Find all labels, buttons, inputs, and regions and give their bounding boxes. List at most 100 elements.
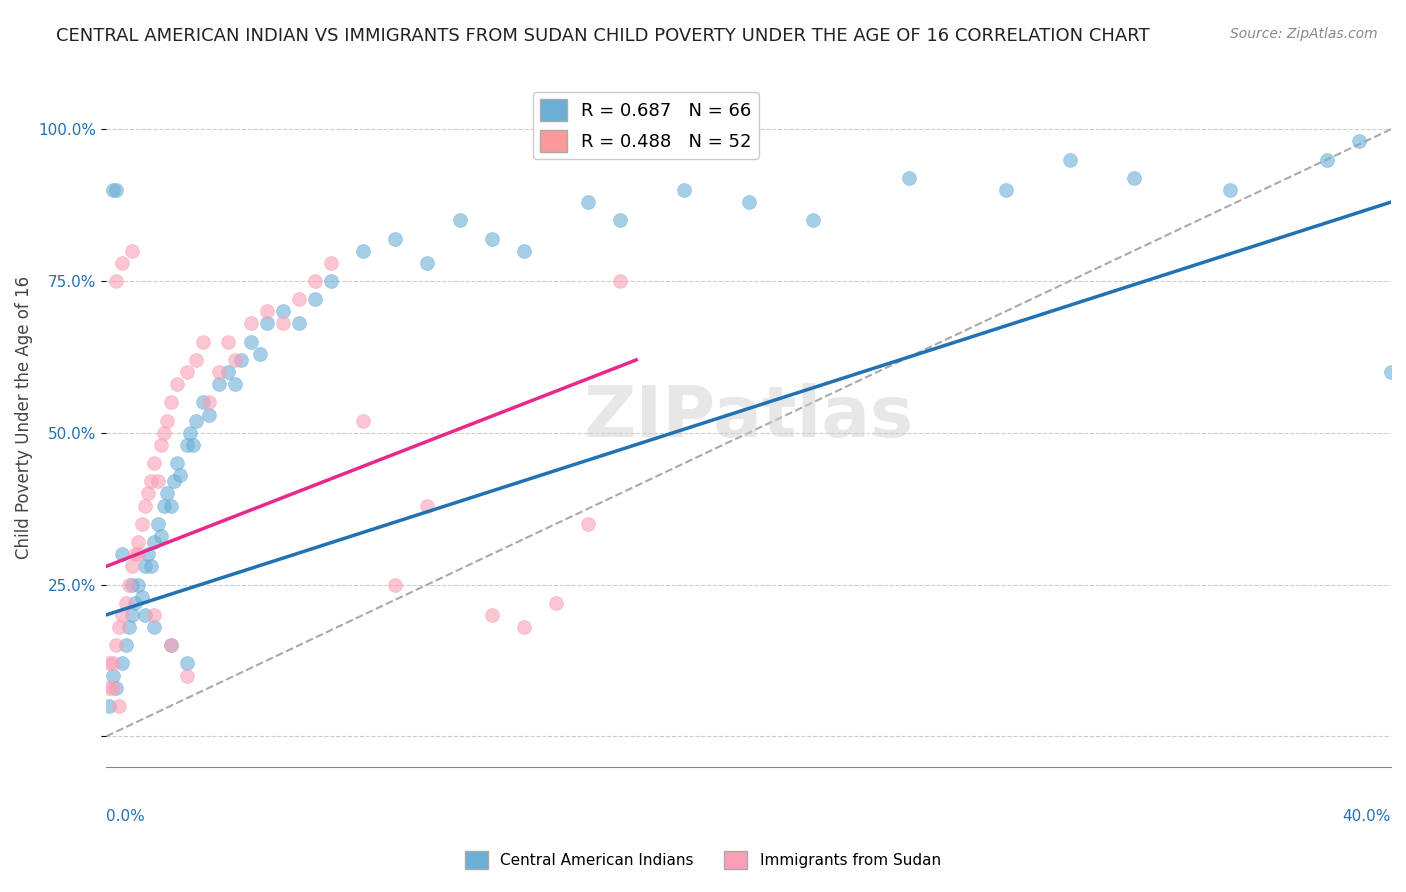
Immigrants from Sudan (217, 334, 239, 349)
Immigrants from Sudan (121, 244, 143, 258)
Central American Indians (271, 304, 294, 318)
Immigrants from Sudan (304, 274, 326, 288)
Central American Indians (198, 408, 221, 422)
Legend: R = 0.687   N = 66, R = 0.488   N = 52: R = 0.687 N = 66, R = 0.488 N = 52 (533, 92, 759, 159)
Central American Indians (134, 607, 156, 622)
Central American Indians (136, 547, 159, 561)
Immigrants from Sudan (176, 365, 198, 379)
Central American Indians (1347, 134, 1369, 148)
Central American Indians (249, 347, 271, 361)
Immigrants from Sudan (108, 698, 131, 713)
Central American Indians (141, 559, 163, 574)
Text: CENTRAL AMERICAN INDIAN VS IMMIGRANTS FROM SUDAN CHILD POVERTY UNDER THE AGE OF : CENTRAL AMERICAN INDIAN VS IMMIGRANTS FR… (56, 27, 1150, 45)
Central American Indians (131, 590, 153, 604)
Central American Indians (1316, 153, 1339, 167)
Immigrants from Sudan (111, 607, 134, 622)
Text: 0.0%: 0.0% (107, 809, 145, 824)
Immigrants from Sudan (186, 353, 208, 368)
Immigrants from Sudan (118, 577, 141, 591)
Central American Indians (319, 274, 342, 288)
Text: 40.0%: 40.0% (1343, 809, 1391, 824)
Immigrants from Sudan (384, 577, 406, 591)
Immigrants from Sudan (576, 516, 599, 531)
Immigrants from Sudan (101, 681, 124, 695)
Legend: Central American Indians, Immigrants from Sudan: Central American Indians, Immigrants fro… (460, 845, 946, 875)
Central American Indians (352, 244, 374, 258)
Immigrants from Sudan (136, 486, 159, 500)
Central American Indians (176, 438, 198, 452)
Immigrants from Sudan (124, 547, 146, 561)
Immigrants from Sudan (143, 607, 166, 622)
Central American Indians (191, 395, 214, 409)
Immigrants from Sudan (149, 438, 172, 452)
Central American Indians (304, 292, 326, 306)
Immigrants from Sudan (609, 274, 631, 288)
Central American Indians (673, 183, 696, 197)
Immigrants from Sudan (544, 596, 567, 610)
Immigrants from Sudan (143, 456, 166, 470)
Central American Indians (609, 213, 631, 227)
Immigrants from Sudan (352, 414, 374, 428)
Central American Indians (153, 499, 176, 513)
Central American Indians (416, 256, 439, 270)
Immigrants from Sudan (141, 475, 163, 489)
Text: Source: ZipAtlas.com: Source: ZipAtlas.com (1230, 27, 1378, 41)
Central American Indians (134, 559, 156, 574)
Immigrants from Sudan (271, 317, 294, 331)
Central American Indians (159, 499, 181, 513)
Central American Indians (513, 244, 536, 258)
Central American Indians (124, 596, 146, 610)
Central American Indians (101, 183, 124, 197)
Central American Indians (169, 468, 191, 483)
Central American Indians (384, 231, 406, 245)
Central American Indians (176, 657, 198, 671)
Central American Indians (159, 638, 181, 652)
Immigrants from Sudan (111, 256, 134, 270)
Central American Indians (208, 377, 231, 392)
Immigrants from Sudan (98, 681, 121, 695)
Central American Indians (166, 456, 188, 470)
Immigrants from Sudan (208, 365, 231, 379)
Central American Indians (111, 547, 134, 561)
Central American Indians (121, 577, 143, 591)
Central American Indians (1059, 153, 1081, 167)
Central American Indians (217, 365, 239, 379)
Central American Indians (98, 698, 121, 713)
Immigrants from Sudan (198, 395, 221, 409)
Immigrants from Sudan (513, 620, 536, 634)
Central American Indians (114, 638, 136, 652)
Central American Indians (994, 183, 1017, 197)
Central American Indians (256, 317, 278, 331)
Immigrants from Sudan (191, 334, 214, 349)
Central American Indians (449, 213, 471, 227)
Central American Indians (186, 414, 208, 428)
Central American Indians (576, 195, 599, 210)
Central American Indians (143, 535, 166, 549)
Immigrants from Sudan (153, 425, 176, 440)
Central American Indians (149, 529, 172, 543)
Immigrants from Sudan (121, 559, 143, 574)
Immigrants from Sudan (481, 607, 503, 622)
Central American Indians (127, 577, 149, 591)
Immigrants from Sudan (108, 620, 131, 634)
Immigrants from Sudan (239, 317, 262, 331)
Central American Indians (898, 170, 921, 185)
Central American Indians (143, 620, 166, 634)
Immigrants from Sudan (98, 657, 121, 671)
Central American Indians (737, 195, 759, 210)
Immigrants from Sudan (134, 499, 156, 513)
Immigrants from Sudan (166, 377, 188, 392)
Central American Indians (181, 438, 204, 452)
Central American Indians (231, 353, 253, 368)
Immigrants from Sudan (156, 414, 179, 428)
Immigrants from Sudan (104, 638, 127, 652)
Central American Indians (121, 607, 143, 622)
Central American Indians (481, 231, 503, 245)
Immigrants from Sudan (159, 395, 181, 409)
Y-axis label: Child Poverty Under the Age of 16: Child Poverty Under the Age of 16 (15, 276, 32, 559)
Central American Indians (288, 317, 311, 331)
Central American Indians (111, 657, 134, 671)
Immigrants from Sudan (176, 668, 198, 682)
Central American Indians (156, 486, 179, 500)
Immigrants from Sudan (288, 292, 311, 306)
